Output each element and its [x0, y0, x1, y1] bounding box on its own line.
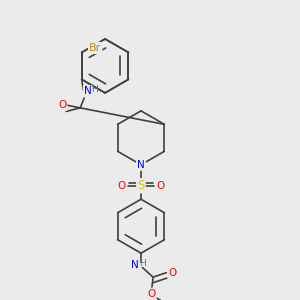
Text: N: N — [137, 160, 145, 170]
Text: O: O — [147, 289, 156, 298]
Text: S: S — [137, 179, 145, 192]
Text: Br: Br — [89, 43, 101, 53]
Text: N: N — [84, 86, 92, 96]
Text: H: H — [139, 259, 146, 268]
Text: N: N — [130, 260, 138, 270]
Text: O: O — [117, 181, 126, 191]
Text: H: H — [91, 85, 98, 94]
Text: O: O — [156, 181, 165, 191]
Text: O: O — [168, 268, 177, 278]
Text: O: O — [58, 100, 66, 110]
